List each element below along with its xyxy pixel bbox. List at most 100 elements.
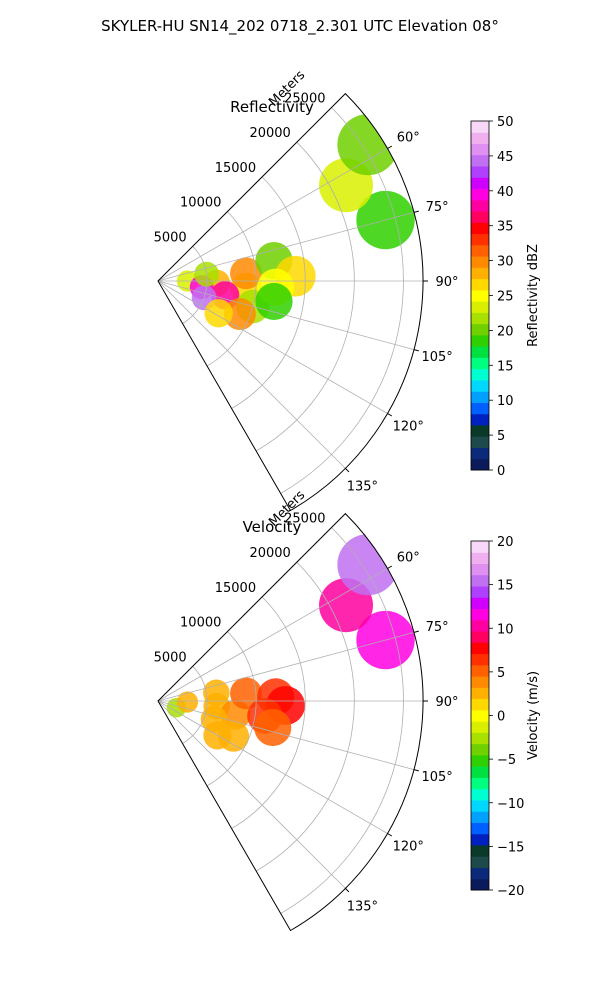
echo-layer [176, 114, 415, 331]
colorbar-segment [471, 608, 489, 621]
colorbar-tick-label: −10 [497, 797, 524, 812]
echo-point [255, 282, 293, 321]
colorbar-segment [471, 642, 489, 655]
colorbar-segment [471, 552, 489, 565]
colorbar-segment [471, 563, 489, 576]
colorbar-segment [471, 698, 489, 711]
colorbar-tick-label: 25 [497, 290, 514, 305]
azimuth-tick-label: 105° [421, 770, 452, 785]
azimuth-tick-label: 120° [393, 420, 424, 435]
colorbar-segment [471, 211, 489, 223]
range-ring [280, 527, 404, 914]
azimuth-spoke [157, 280, 388, 414]
sector-frame [157, 92, 424, 512]
azimuth-tick-label: 135° [347, 479, 378, 494]
colorbar-segment [471, 424, 489, 437]
azimuth-spoke [157, 148, 388, 282]
colorbar-segment [471, 391, 489, 403]
colorbar-segment [471, 233, 489, 246]
colorbar-tick-label: 30 [497, 255, 514, 270]
colorbar-segment [471, 199, 489, 212]
azimuth-spoke [157, 700, 388, 834]
colorbar-segment [471, 822, 489, 835]
colorbar-tick-label: 40 [497, 185, 514, 200]
colorbar-segment [471, 334, 489, 347]
colorbar-segment [471, 222, 489, 235]
colorbar-segment [471, 833, 489, 846]
colorbar-tick-label: −15 [497, 840, 524, 855]
colorbar-segment [471, 256, 489, 268]
azimuth-tick-label: 135° [347, 899, 378, 914]
colorbar-segment [471, 676, 489, 688]
azimuth-tick [413, 210, 419, 213]
figure-title: SKYLER-HU SN14_202 0718_2.301 UTC Elevat… [101, 17, 499, 36]
azimuth-tick-label: 90° [435, 695, 458, 710]
colorbar-segment [471, 278, 489, 291]
colorbar-segment [471, 312, 489, 325]
azimuth-tick [345, 468, 350, 473]
colorbar-tick-label: −20 [497, 884, 524, 899]
colorbar-segment [471, 289, 489, 302]
azimuth-tick-label: 120° [393, 840, 424, 855]
colorbar-segment [471, 574, 489, 587]
colorbar-segment [471, 878, 489, 891]
colorbar-segment [471, 244, 489, 257]
azimuth-tick-label: 75° [426, 620, 449, 635]
colorbar-segment [471, 788, 489, 801]
reflectivity-panel: Reflectivity60°75°90°105°120°135°5000100… [154, 68, 541, 512]
colorbar-segment [471, 619, 489, 632]
colorbar-segment [471, 687, 489, 700]
azimuth-tick [345, 888, 350, 893]
colorbar-segment [471, 301, 489, 313]
colorbar-segment [471, 732, 489, 745]
colorbar-segment [471, 754, 489, 767]
range-tick-label: 25000 [284, 511, 325, 526]
azimuth-tick [413, 769, 419, 772]
colorbar-tick-label: 35 [497, 220, 514, 235]
colorbar-segment [471, 541, 489, 553]
range-ring [206, 631, 257, 787]
colorbar-segment [471, 346, 489, 358]
azimuth-spoke [157, 632, 415, 702]
colorbar-tick-label: 20 [497, 324, 514, 339]
colorbar-segment [471, 664, 489, 677]
azimuth-tick-label: 75° [426, 200, 449, 215]
range-tick-label: 5000 [154, 230, 187, 245]
colorbar-tick-label: 20 [497, 535, 514, 550]
panel-title: Velocity [243, 518, 302, 536]
range-tick-label: 5000 [154, 650, 187, 665]
azimuth-tick [387, 565, 393, 569]
colorbar-tick-label: 15 [497, 579, 514, 594]
colorbar-segment [471, 368, 489, 381]
colorbar-segment [471, 177, 489, 190]
range-ring [255, 561, 355, 872]
colorbar-segment [471, 458, 489, 471]
colorbar-segment [471, 267, 489, 280]
range-ring [255, 141, 355, 452]
colorbar-segment [471, 143, 489, 156]
colorbar-segment [471, 721, 489, 733]
colorbar-segment [471, 867, 489, 880]
azimuth-spoke [157, 280, 415, 350]
colorbar-segment [471, 856, 489, 868]
echo-point [223, 298, 256, 331]
azimuth-spoke [157, 700, 415, 770]
colorbar-segment [471, 121, 489, 133]
colorbar-segment [471, 154, 489, 167]
range-tick-label: 20000 [249, 546, 290, 561]
colorbar-segment [471, 379, 489, 392]
colorbar-tick-label: 45 [497, 150, 514, 165]
colorbar-segment [471, 436, 489, 448]
range-tick-label: 10000 [180, 616, 221, 631]
range-ring [280, 107, 404, 494]
colorbar-segment [471, 132, 489, 145]
colorbar-segment [471, 777, 489, 790]
echo-point [254, 708, 292, 747]
echo-point [204, 299, 233, 328]
colorbar-tick-label: 15 [497, 359, 514, 374]
panel-title: Reflectivity [230, 98, 314, 116]
azimuth-tick-label: 90° [435, 275, 458, 290]
colorbar-segment [471, 166, 489, 178]
azimuth-spoke [157, 212, 415, 282]
